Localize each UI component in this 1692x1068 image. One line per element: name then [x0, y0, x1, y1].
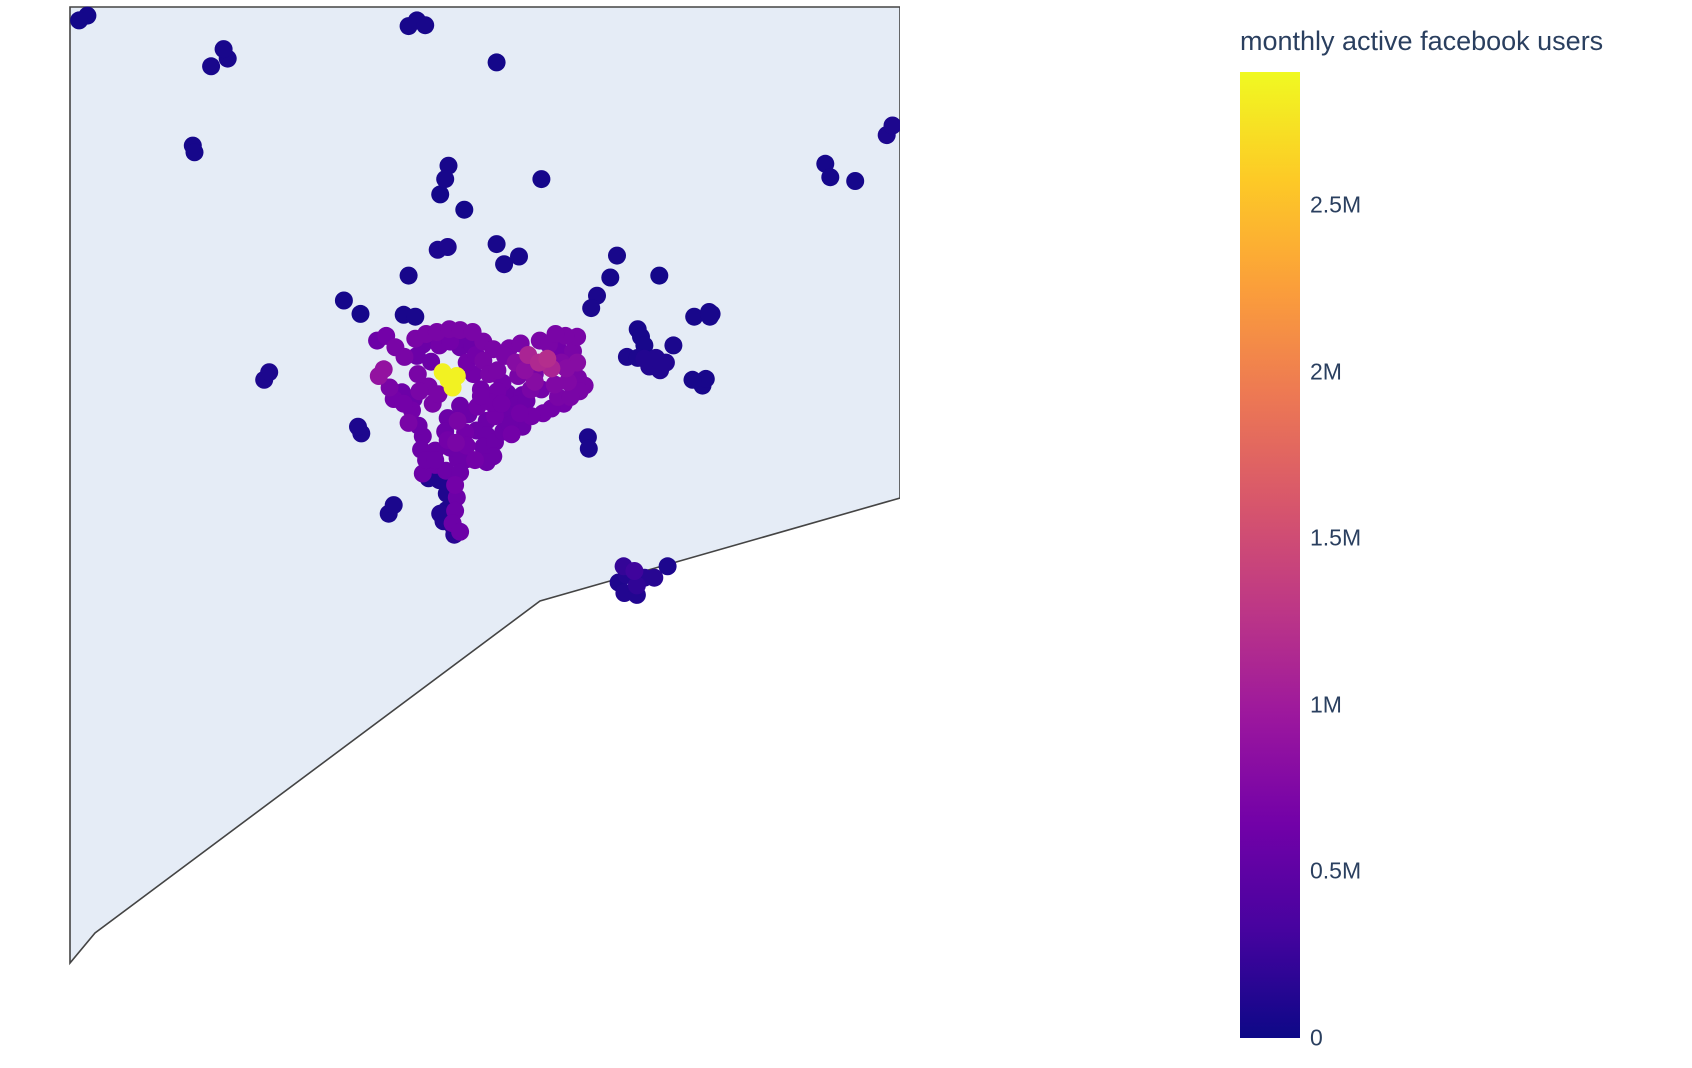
map-marker[interactable] [487, 235, 506, 254]
map-marker[interactable] [625, 562, 644, 580]
map-marker[interactable] [495, 255, 514, 274]
map-marker[interactable] [384, 496, 403, 515]
map-marker[interactable] [334, 291, 353, 310]
map-marker[interactable] [410, 382, 429, 401]
map-marker[interactable] [438, 238, 457, 256]
colorbar-tick-label: 1M [1310, 691, 1342, 718]
map-marker[interactable] [447, 433, 465, 452]
colorbar-tick-label: 1.5M [1310, 524, 1362, 551]
map-marker[interactable] [386, 338, 405, 357]
map-marker[interactable] [416, 16, 435, 35]
map-marker[interactable] [696, 369, 715, 388]
map-marker[interactable] [406, 307, 425, 326]
map-marker[interactable] [488, 361, 507, 380]
map-marker[interactable] [431, 185, 450, 204]
map-marker[interactable] [260, 363, 279, 382]
map-marker[interactable] [515, 361, 534, 380]
map-marker[interactable] [451, 522, 470, 541]
map-marker[interactable] [601, 268, 620, 287]
map-marker[interactable] [433, 363, 452, 382]
map-marker[interactable] [532, 170, 551, 189]
map-marker[interactable] [846, 172, 865, 190]
colorbar-tick-label: 2M [1310, 358, 1342, 385]
colorbar-gradient [1240, 72, 1300, 1038]
map-marker[interactable] [455, 200, 474, 219]
map-marker[interactable] [436, 170, 455, 189]
map-marker[interactable] [380, 378, 399, 397]
map-marker[interactable] [487, 53, 506, 72]
colorbar-title: monthly active facebook users [1240, 26, 1604, 56]
map-marker[interactable] [883, 116, 901, 135]
map-marker[interactable] [559, 372, 577, 391]
colorbar: monthly active facebook users 0 0.5M 1M 1.5… [1240, 26, 1692, 1066]
colorbar-tick-label: 2.5M [1310, 191, 1362, 218]
map-marker[interactable] [579, 439, 598, 458]
map-marker[interactable] [394, 394, 413, 413]
map-marker[interactable] [351, 304, 370, 323]
map-marker[interactable] [658, 557, 677, 576]
map-marker[interactable] [214, 40, 233, 59]
marker-layer [70, 6, 901, 604]
map-marker[interactable] [466, 451, 484, 470]
map-marker[interactable] [70, 11, 89, 30]
map-marker[interactable] [349, 417, 367, 436]
map-panel[interactable] [0, 0, 900, 1000]
map-marker[interactable] [399, 413, 418, 432]
colorbar-tick-label: 0 [1310, 1024, 1323, 1051]
geo-map[interactable] [0, 0, 900, 1000]
map-marker[interactable] [538, 349, 557, 368]
map-marker[interactable] [446, 476, 465, 494]
map-marker[interactable] [627, 576, 646, 595]
map-marker[interactable] [608, 246, 626, 265]
map-marker[interactable] [451, 396, 470, 415]
map-marker[interactable] [557, 359, 576, 378]
map-marker[interactable] [429, 385, 448, 404]
map-marker[interactable] [635, 349, 654, 368]
map-marker[interactable] [492, 394, 511, 413]
map-marker[interactable] [510, 247, 528, 266]
map-marker[interactable] [821, 168, 840, 187]
map-marker[interactable] [502, 425, 521, 444]
map-marker[interactable] [426, 451, 445, 470]
map-marker[interactable] [664, 336, 683, 355]
map-marker[interactable] [443, 378, 462, 397]
map-marker[interactable] [510, 404, 529, 423]
map-marker[interactable] [685, 307, 704, 326]
map-marker[interactable] [202, 57, 221, 76]
map-marker[interactable] [683, 370, 702, 389]
map-marker[interactable] [408, 365, 427, 384]
map-marker[interactable] [561, 388, 580, 406]
map-marker[interactable] [700, 303, 719, 321]
map-marker[interactable] [650, 266, 669, 285]
map-marker[interactable] [582, 299, 601, 318]
map-marker[interactable] [374, 360, 393, 379]
map-marker[interactable] [422, 352, 441, 371]
map-marker[interactable] [431, 504, 450, 523]
map-marker[interactable] [185, 143, 204, 162]
country-land-polygon [69, 6, 900, 966]
map-marker[interactable] [448, 411, 467, 430]
map-marker[interactable] [471, 387, 490, 406]
map-marker[interactable] [645, 568, 664, 587]
map-marker[interactable] [399, 266, 418, 285]
map-marker[interactable] [546, 325, 565, 343]
colorbar-tick-label: 0.5M [1310, 857, 1362, 884]
